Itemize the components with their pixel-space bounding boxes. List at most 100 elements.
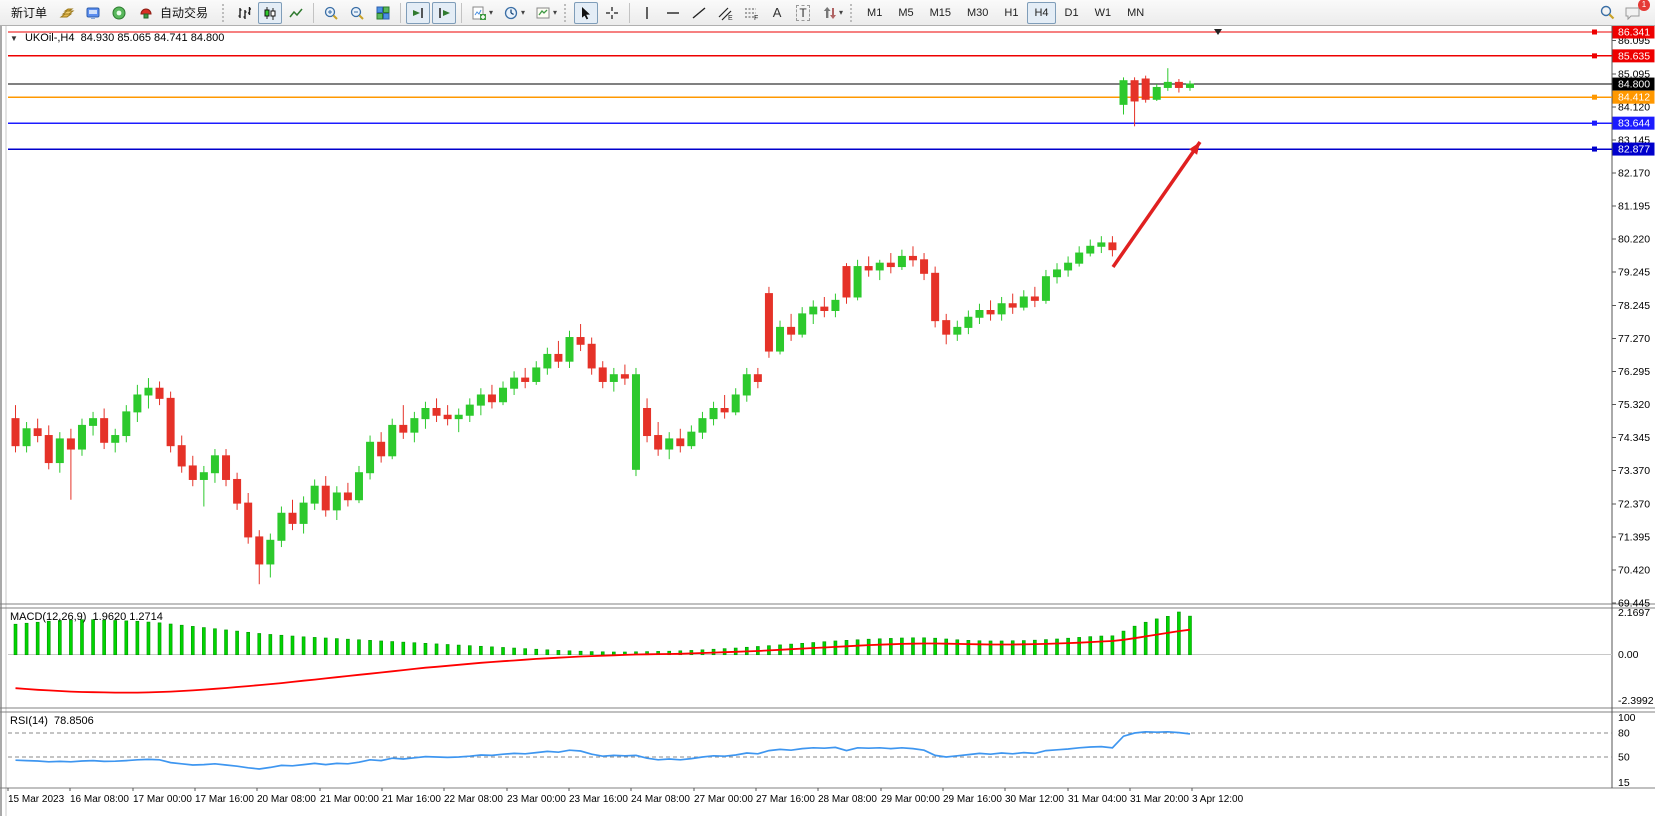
candle-body [565, 337, 574, 362]
line-chart-icon[interactable] [284, 2, 308, 24]
fibo-suffix: F [754, 15, 758, 21]
macd-bar [113, 620, 118, 656]
timeframe-button-mn[interactable]: MN [1127, 6, 1145, 19]
candle-body [1174, 81, 1183, 88]
candle-body [89, 418, 98, 426]
symbol-dropdown-icon[interactable]: ▼ [10, 34, 18, 43]
trendline-tool-icon[interactable] [687, 2, 711, 24]
timeframe-button-m15[interactable]: M15 [929, 6, 951, 19]
macd-bar [1132, 625, 1137, 656]
timeframe-button-m30[interactable]: M30 [967, 6, 989, 19]
candle-body [631, 374, 640, 470]
timeframe-button-m5[interactable]: M5 [898, 6, 914, 19]
candle-body [1108, 242, 1117, 251]
time-axis[interactable]: 15 Mar 2023 16 Mar 08:00 17 Mar 00:00 17 Ma… [7, 788, 1244, 805]
candle-body [443, 414, 452, 420]
candle-body [776, 326, 785, 352]
macd-bar [977, 640, 982, 656]
macd-bar [335, 638, 339, 656]
candle-body [277, 512, 286, 541]
chart-title[interactable]: ▼ UKOil-,H4 84.930 85.065 84.741 84.800 [10, 32, 224, 44]
candle-body [1130, 80, 1139, 102]
autotrading-button[interactable]: 自动交易 [133, 2, 219, 24]
timeframe-button-m1[interactable]: M1 [867, 6, 883, 19]
line-handle[interactable] [1592, 53, 1597, 59]
macd-bar [279, 634, 284, 656]
templates-icon[interactable]: ▾ [531, 2, 561, 24]
cursor-icon[interactable] [574, 1, 599, 24]
rsi-value: 78.8506 [54, 715, 94, 727]
data-window-icon[interactable] [81, 2, 105, 24]
chart-canvas[interactable]: 86.09585.09584.12083.14582.17081.19580.2… [0, 26, 1655, 830]
price-tick-label: 78.245 [1618, 300, 1650, 312]
line-handle[interactable] [1592, 120, 1597, 126]
equidistant-channel-tool-icon[interactable]: E [713, 2, 737, 24]
candle-body [875, 262, 884, 271]
timeframe-button-h1[interactable]: H1 [1004, 6, 1019, 19]
crosshair-icon[interactable] [600, 2, 624, 24]
macd-scale-label: -2.3992 [1618, 695, 1654, 707]
macd-bar [179, 624, 184, 656]
macd-bar [368, 640, 372, 656]
timeframe-button-h4[interactable]: H4 [1027, 1, 1056, 24]
bar-chart-icon[interactable] [232, 2, 256, 24]
navigator-icon[interactable] [107, 2, 131, 24]
macd-bar [1177, 611, 1181, 656]
candle-body [222, 455, 231, 480]
trend-arrow[interactable] [1111, 141, 1202, 268]
time-tick-label: 17 Mar 00:00 [133, 794, 192, 805]
candlestick-chart-icon[interactable] [258, 1, 283, 24]
macd-bar [168, 623, 173, 656]
symbol-period-label: UKOil-,H4 [24, 32, 75, 44]
candle-body [1041, 276, 1050, 301]
arrows-tool-icon[interactable]: ▾ [817, 2, 847, 24]
line-handle[interactable] [1592, 29, 1597, 35]
candle-body [931, 272, 940, 322]
text-label-tool-icon[interactable]: T [791, 2, 815, 24]
candle-body [66, 438, 75, 450]
notifications-icon[interactable]: 1 [1621, 0, 1650, 24]
tile-windows-icon[interactable] [371, 2, 395, 24]
macd-bar [467, 645, 472, 656]
line-handle[interactable] [1592, 146, 1597, 152]
candle-body [388, 424, 397, 457]
periods-icon[interactable]: ▾ [499, 2, 529, 24]
time-tick-label: 21 Mar 00:00 [320, 794, 379, 805]
timeframe-button-w1[interactable]: W1 [1094, 6, 1112, 19]
macd-bar [390, 641, 395, 656]
candle-body [787, 326, 796, 335]
zoom-in-icon[interactable] [319, 2, 343, 24]
macd-bar [911, 637, 915, 656]
timeframe-button-d1[interactable]: D1 [1064, 6, 1079, 19]
market-watch-icon[interactable] [55, 2, 79, 24]
text-tool-icon[interactable]: A [765, 2, 789, 24]
vertical-line-tool-icon[interactable] [635, 2, 659, 24]
candle-body [953, 326, 962, 335]
candle-body [133, 394, 142, 413]
macd-bar [490, 646, 494, 656]
candle-body [1019, 296, 1028, 308]
macd-indicator-label: MACD(12,26,9) 1.9620 1.2714 [10, 611, 163, 623]
candle-body [809, 306, 818, 315]
macd-bar [999, 640, 1004, 656]
fibonacci-tool-icon[interactable]: F [739, 2, 763, 24]
chart-shift-icon[interactable] [432, 1, 457, 24]
chart-shift-marker-icon[interactable] [1214, 29, 1222, 35]
candle-body [665, 438, 674, 450]
new-order-button[interactable]: 新订单 [5, 2, 53, 24]
macd-bar [900, 637, 904, 656]
horizontal-line-tool-icon[interactable] [661, 2, 685, 24]
macd-bar [988, 640, 993, 656]
price-line-objects[interactable] [8, 29, 1612, 152]
search-icon[interactable] [1595, 2, 1619, 24]
zoom-out-icon[interactable] [345, 2, 369, 24]
price-axis[interactable]: 86.09585.09584.12083.14582.17081.19580.2… [1612, 26, 1655, 609]
indicators-icon[interactable]: ▾ [467, 2, 497, 24]
candle-body [321, 485, 330, 511]
macd-bar [600, 651, 605, 656]
price-line-axis-value: 85.635 [1618, 50, 1650, 62]
macd-scale-label: 0.00 [1618, 649, 1639, 661]
macd-bar [877, 638, 882, 656]
auto-scroll-icon[interactable] [406, 1, 431, 24]
line-handle[interactable] [1592, 94, 1597, 100]
